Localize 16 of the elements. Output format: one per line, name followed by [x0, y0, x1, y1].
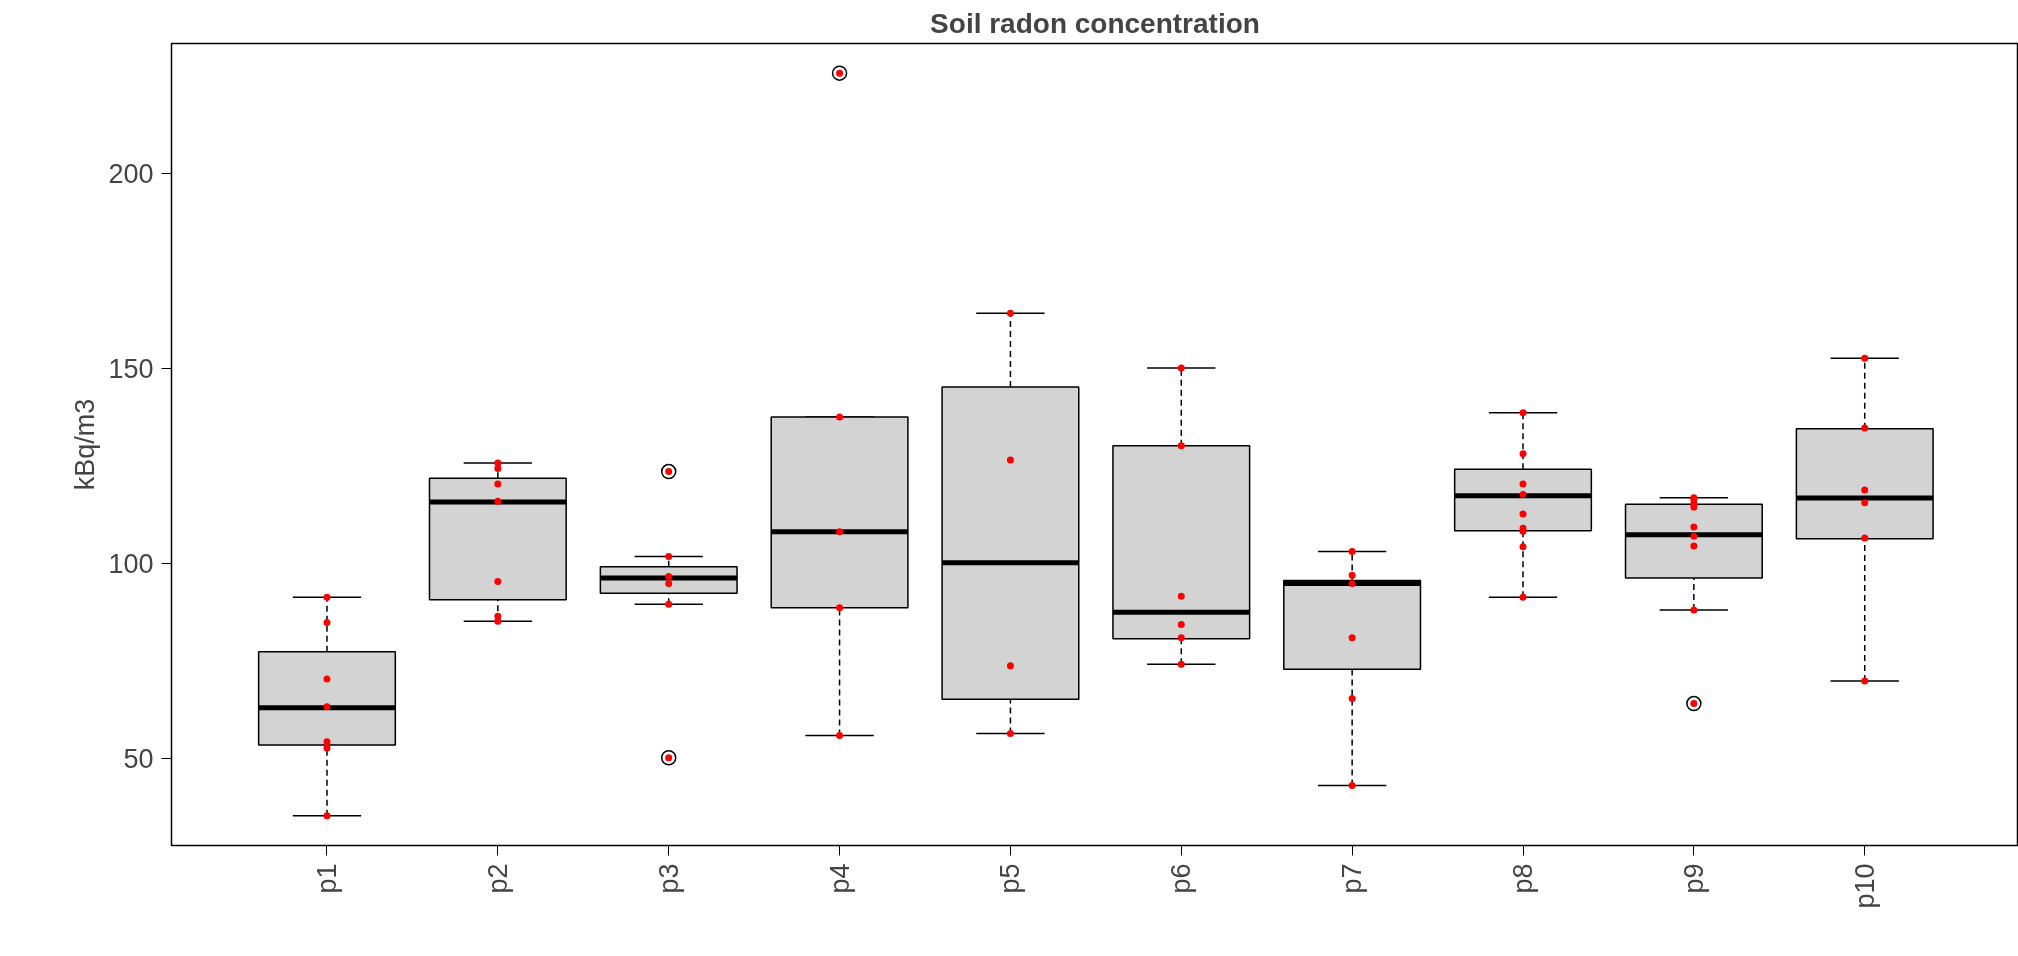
- x-tick-label: p10: [1849, 863, 1880, 909]
- x-tick-label: p7: [1337, 863, 1368, 894]
- y-tick-label: 200: [108, 158, 154, 189]
- x-tick-label: p3: [653, 863, 684, 894]
- y-axis-title: kBq/m3: [70, 398, 101, 491]
- x-tick-label: p2: [482, 863, 513, 894]
- chart-title: Soil radon concentration: [930, 7, 1260, 39]
- y-tick-label: 100: [108, 548, 154, 579]
- x-tick-label: p6: [1166, 863, 1197, 894]
- y-tick-label: 150: [108, 353, 154, 384]
- x-tick-label: p4: [824, 863, 855, 894]
- x-tick-label: p9: [1678, 863, 1709, 894]
- x-tick-label: p8: [1508, 863, 1539, 894]
- x-tick-label: p5: [995, 863, 1026, 894]
- x-tick-label: p1: [311, 863, 342, 894]
- y-tick-label: 50: [123, 743, 154, 774]
